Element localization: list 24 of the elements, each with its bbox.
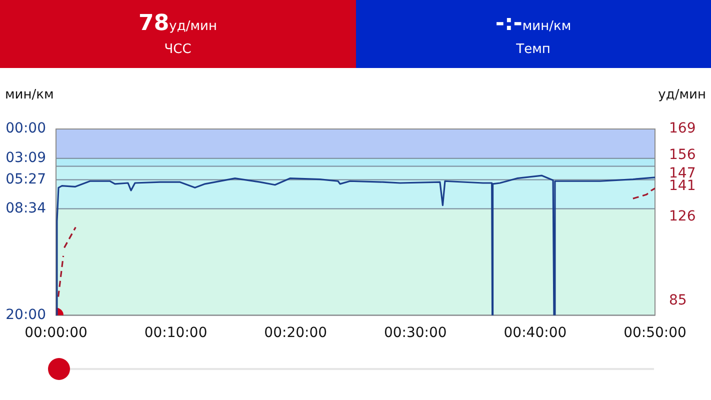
- y2-tick-label: 169: [669, 120, 696, 137]
- y2-tick-label: 85: [669, 292, 687, 309]
- x-tick-label: 00:40:00: [504, 325, 567, 342]
- y-tick-label: 05:27: [6, 171, 46, 188]
- y2-tick-label: 156: [669, 147, 696, 164]
- text: -:-: [495, 11, 522, 36]
- x-tick-label: 00:50:00: [624, 325, 686, 342]
- y-tick-label: 03:09: [6, 150, 46, 166]
- x-tick-label: 00:30:00: [384, 325, 447, 342]
- y2-tick-label: 126: [669, 208, 696, 225]
- y-tick-label: 00:00: [6, 120, 46, 137]
- x-tick-label: 00:20:00: [264, 325, 328, 342]
- y2-tick-label: 141: [669, 178, 696, 194]
- text: Темп: [516, 42, 550, 57]
- y-axis-title: мин/км: [5, 87, 54, 102]
- text: мин/км: [522, 19, 572, 34]
- y-tick-label: 08:34: [6, 200, 46, 216]
- text: ЧСС: [164, 42, 192, 57]
- text: уд/мин: [169, 19, 217, 34]
- y2-axis-title: уд/мин: [658, 87, 706, 102]
- text: 78: [138, 11, 170, 36]
- x-tick-label: 00:10:00: [144, 325, 208, 342]
- x-tick-label: 00:00:00: [24, 325, 88, 342]
- y-tick-label: 20:00: [6, 306, 46, 323]
